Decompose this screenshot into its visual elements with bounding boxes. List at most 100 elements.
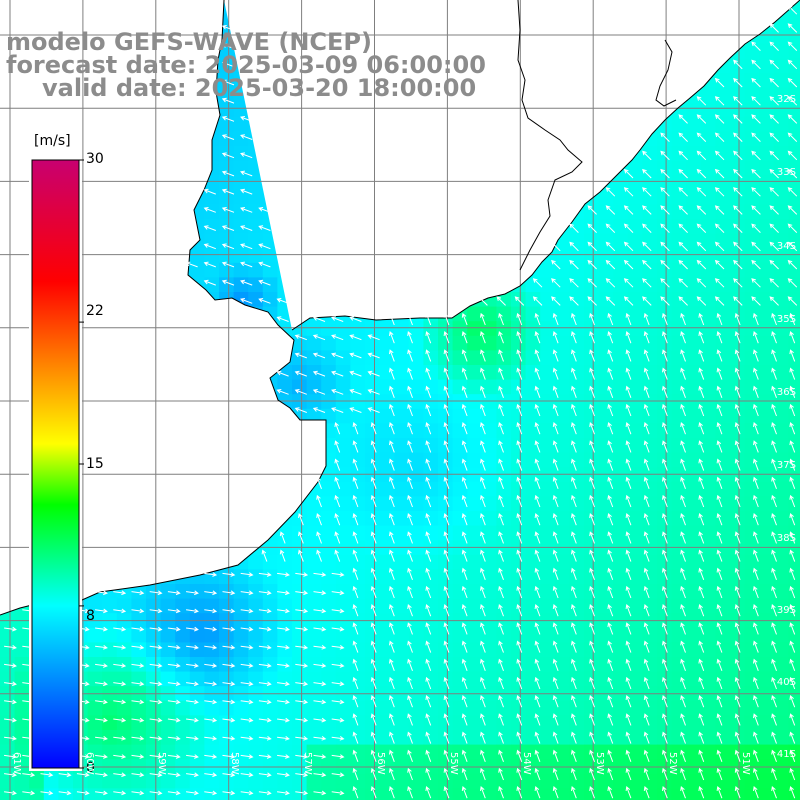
wind-arrow [733,241,743,252]
wind-arrow [552,403,559,417]
wind-arrow [625,640,632,653]
wind-arrow [733,150,743,161]
wind-arrow [623,296,634,306]
wind-arrow [240,626,254,632]
wind-arrow [352,458,359,471]
wind-arrow [552,767,559,781]
wind-arrow [771,331,777,344]
wind-arrow [389,695,395,708]
wind-arrow [607,312,614,326]
wind-arrow [4,663,17,668]
wind-arrow [680,767,686,781]
wind-arrow [642,150,652,161]
wind-arrow [696,168,707,179]
wind-arrow [734,403,741,417]
wind-arrow [571,458,577,471]
wind-arrow [753,458,759,471]
wind-arrow [551,259,561,270]
wind-arrow [277,626,290,632]
wind-arrow [751,223,761,233]
wind-arrow [478,296,488,306]
wind-arrow [643,422,650,435]
wind-arrow [331,407,344,413]
wind-arrow [787,77,798,88]
wind-arrow [789,786,796,799]
wind-arrow [425,458,432,471]
wind-arrow [589,458,595,471]
wind-arrow [660,132,670,142]
wind-arrow [771,767,777,781]
wind-arrow [769,223,779,233]
wind-arrow [498,494,504,508]
wind-arrow [480,622,486,635]
wind-arrow [222,681,236,687]
wind-arrow [589,476,595,489]
wind-arrow [643,349,650,362]
wind-arrow [222,772,236,778]
wind-arrow [221,170,235,177]
wind-arrow [516,549,523,562]
wind-arrow [680,585,686,599]
wind-arrow [204,590,218,596]
wind-arrow [389,731,395,744]
wind-arrow [389,494,395,508]
wind-arrow [516,713,523,726]
wind-arrow [607,513,614,526]
wind-arrow [787,150,798,161]
wind-arrow [753,403,759,417]
wind-arrow [480,567,486,580]
wind-arrow [389,367,395,380]
wind-arrow [623,187,634,197]
wind-arrow [534,403,541,417]
wind-arrow [716,640,723,653]
wind-arrow [407,403,413,417]
wind-arrow [789,731,796,744]
wind-arrow [352,422,359,435]
wind-arrow [389,331,395,344]
wind-arrow [443,422,450,435]
wind-arrow [789,640,796,653]
wind-arrow [751,259,761,270]
wind-arrow [443,658,450,671]
wind-arrow [516,695,523,708]
wind-arrow [516,367,523,380]
wind-arrow [753,367,759,380]
wind-arrow [149,772,163,778]
wind-arrow [113,608,127,614]
wind-arrow [407,622,413,635]
wind-arrow [532,296,543,306]
wind-arrow [643,676,650,690]
wind-arrow [716,622,723,635]
wind-arrow [258,772,272,778]
wind-arrow [662,676,668,690]
wind-arrow [642,223,652,233]
wind-arrow [498,513,504,526]
wind-arrow [571,585,577,599]
wind-arrow [733,278,743,288]
wind-arrow [480,312,486,326]
lat-label: 38S [776,533,796,544]
wind-arrow [734,494,741,508]
wind-arrow [186,754,199,759]
wind-arrow [662,440,668,453]
colorbar-tick-label: 15 [86,456,104,472]
wind-arrow [407,731,413,744]
wind-arrow [698,403,705,417]
wind-arrow [352,622,359,635]
wind-arrow [789,658,796,671]
wind-arrow [680,458,686,471]
wind-arrow [389,440,395,453]
lon-label: 56W [375,752,386,775]
wind-arrow [4,754,17,759]
wind-arrow [714,77,725,88]
wind-arrow [733,96,743,106]
wind-arrow [660,223,670,233]
wind-arrow [370,422,377,435]
wind-arrow [203,207,216,213]
wind-arrow [571,531,577,544]
wind-arrow [240,717,254,723]
wind-arrow [571,786,577,799]
wind-arrow [753,767,759,781]
wind-arrow [240,772,254,778]
wind-arrow [660,296,670,306]
